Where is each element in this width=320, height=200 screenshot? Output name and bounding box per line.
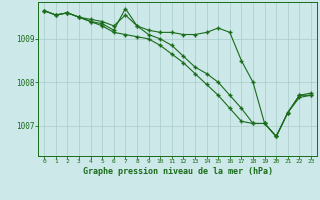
X-axis label: Graphe pression niveau de la mer (hPa): Graphe pression niveau de la mer (hPa) — [83, 167, 273, 176]
